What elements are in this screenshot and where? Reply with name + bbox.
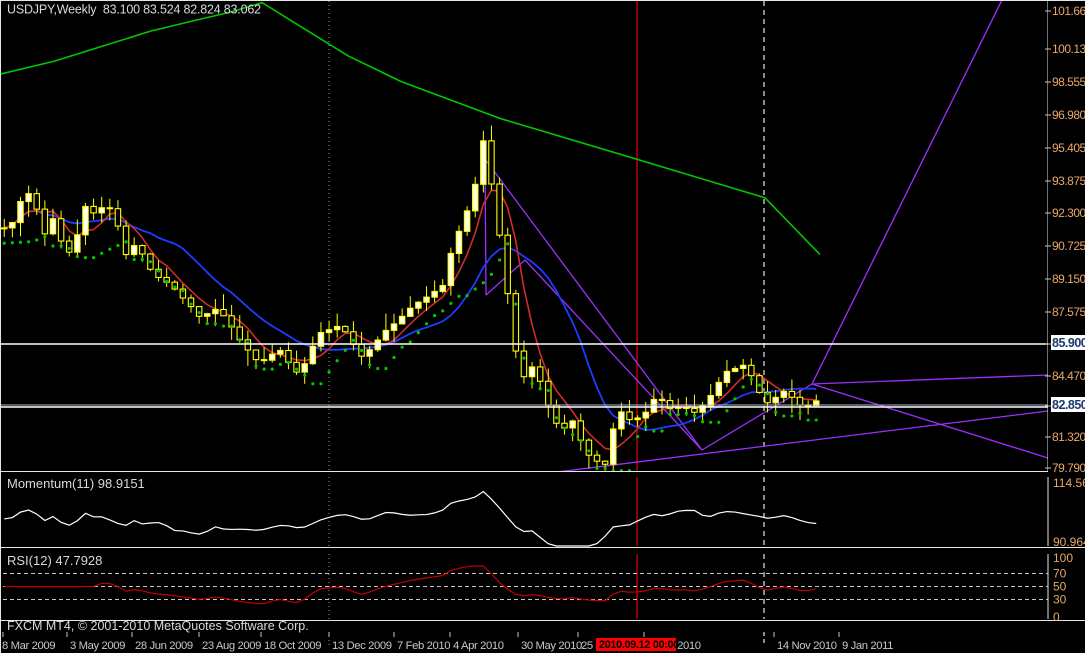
svg-text:8 Mar 2009: 8 Mar 2009: [2, 640, 55, 652]
svg-text:4 Apr 2010: 4 Apr 2010: [453, 640, 504, 652]
svg-text:85.900: 85.900: [1052, 336, 1085, 350]
svg-text:90.725: 90.725: [1052, 239, 1085, 253]
svg-text:0: 0: [1053, 610, 1060, 624]
svg-text:13 Dec 2009: 13 Dec 2009: [332, 640, 392, 652]
svg-text:7 Feb 2010: 7 Feb 2010: [397, 640, 450, 652]
svg-text:Momentum(11) 98.9151: Momentum(11) 98.9151: [7, 476, 145, 491]
svg-text:92.300: 92.300: [1052, 206, 1085, 220]
svg-text:3 May 2009: 3 May 2009: [70, 640, 125, 652]
svg-text:70: 70: [1053, 567, 1067, 581]
svg-text:18 Oct 2009: 18 Oct 2009: [264, 640, 321, 652]
svg-text:89.150: 89.150: [1052, 272, 1085, 286]
svg-text:95.405: 95.405: [1052, 141, 1085, 155]
svg-text:100.130: 100.130: [1052, 42, 1085, 56]
svg-text:81.320: 81.320: [1052, 430, 1085, 444]
svg-text:30: 30: [1053, 593, 1067, 607]
svg-text:79.790: 79.790: [1052, 461, 1085, 475]
svg-text:101.660: 101.660: [1052, 4, 1085, 18]
svg-text:USDJPY,Weekly 83.100 83.524 8: USDJPY,Weekly 83.100 83.524 82.824 83.06…: [7, 3, 261, 17]
svg-text:84.470: 84.470: [1052, 369, 1085, 383]
svg-text:50: 50: [1053, 580, 1067, 594]
svg-text:14 Nov 2010: 14 Nov 2010: [777, 640, 837, 652]
svg-text:87.575: 87.575: [1052, 305, 1085, 319]
svg-text:90.9643: 90.9643: [1053, 535, 1085, 549]
svg-text:82.850: 82.850: [1052, 398, 1085, 412]
svg-text:28 Jun 2009: 28 Jun 2009: [135, 640, 193, 652]
svg-text:9 Jan 2011: 9 Jan 2011: [842, 640, 893, 652]
svg-text:2010.09.12 00:00: 2010.09.12 00:00: [599, 639, 679, 651]
svg-text:100: 100: [1053, 551, 1073, 565]
svg-text:98.555: 98.555: [1052, 75, 1085, 89]
svg-text:30 May 2010: 30 May 2010: [521, 640, 582, 652]
svg-text:114.568: 114.568: [1053, 476, 1085, 490]
svg-text:23 Aug 2009: 23 Aug 2009: [202, 640, 261, 652]
svg-text:RSI(12) 47.7928: RSI(12) 47.7928: [7, 553, 102, 568]
svg-text:93.875: 93.875: [1052, 174, 1085, 188]
svg-text:FXCM MT4, © 2001-2010 MetaQuot: FXCM MT4, © 2001-2010 MetaQuotes Softwar…: [7, 619, 309, 633]
svg-text:96.980: 96.980: [1052, 108, 1085, 122]
